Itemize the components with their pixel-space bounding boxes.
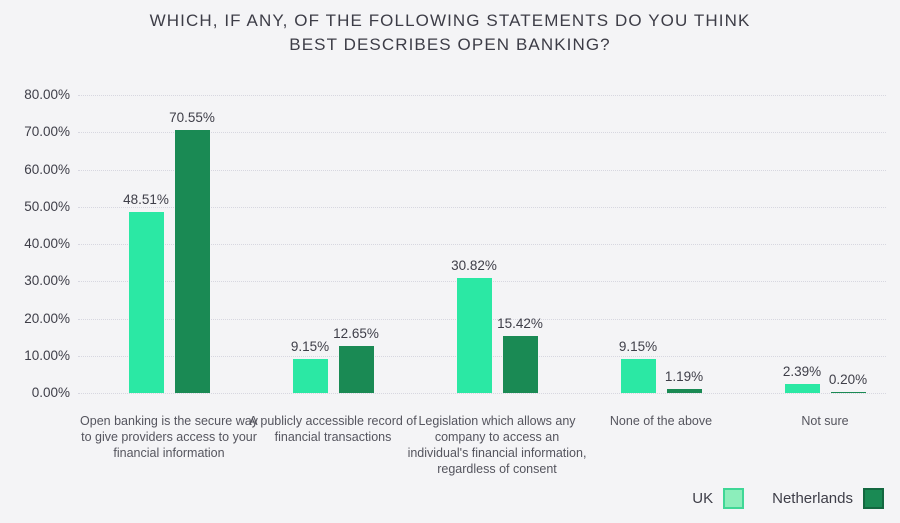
gridline (78, 244, 886, 245)
legend-swatch-netherlands-icon (863, 488, 884, 509)
bar-netherlands-3 (502, 335, 538, 393)
bar-value-label: 70.55% (169, 110, 215, 126)
category-label-3: Legislation which allows any company to … (407, 414, 587, 476)
gridline (78, 95, 886, 96)
bar-uk-2 (292, 358, 328, 393)
bar-uk-5 (784, 384, 820, 393)
y-tick-label: 0.00% (31, 385, 70, 400)
bar-value-label: 48.51% (123, 192, 169, 208)
bar-uk-4 (620, 358, 656, 393)
bar-netherlands-4 (666, 388, 702, 393)
bar-value-label: 9.15% (618, 338, 658, 354)
y-tick-label: 50.00% (24, 198, 70, 214)
bar-value-label: 0.20% (828, 372, 868, 387)
bar-uk-1 (128, 212, 164, 393)
y-tick-label: 60.00% (24, 161, 70, 177)
bar-netherlands-2 (338, 345, 374, 393)
bar-value-label: 2.39% (782, 364, 822, 380)
bar-value-label: 12.65% (333, 325, 379, 341)
legend-item-netherlands[interactable]: Netherlands (772, 488, 884, 509)
gridline (78, 132, 886, 134)
y-tick-label: 40.00% (24, 236, 70, 251)
chart-title: WHICH, IF ANY, OF THE FOLLOWING STATEMEN… (0, 9, 900, 57)
y-tick-label: 10.00% (24, 347, 70, 363)
legend-label-uk: UK (692, 490, 714, 507)
legend-swatch-uk-icon (723, 488, 745, 509)
legend-label-netherlands: Netherlands (772, 490, 853, 507)
chart-title-line-1: WHICH, IF ANY, OF THE FOLLOWING STATEMEN… (149, 11, 751, 30)
bar-netherlands-1 (174, 130, 210, 393)
gridline (78, 393, 886, 394)
gridline (78, 206, 886, 208)
category-label-4: None of the above (609, 414, 713, 428)
y-tick-label: 70.00% (24, 124, 70, 140)
y-tick-label: 80.00% (24, 87, 70, 102)
bar-value-label: 15.42% (497, 315, 543, 331)
bar-netherlands-5 (830, 392, 866, 393)
category-label-1: Open banking is the secure way to give p… (80, 414, 258, 460)
bar-value-label: 30.82% (451, 258, 497, 274)
y-tick-label: 20.00% (24, 310, 70, 326)
legend-item-uk[interactable]: UK (692, 488, 745, 509)
category-label-5: Not sure (801, 414, 849, 428)
gridline (78, 169, 886, 171)
plot-area: 48.51% 9.15% 30.82% 9.15% 2.39% 70.55% 12.65% 1… (78, 95, 886, 394)
bar-uk-3 (456, 278, 492, 393)
chart-title-line-2: BEST DESCRIBES OPEN BANKING? (289, 35, 611, 54)
bar-value-label: 1.19% (664, 368, 704, 384)
legend: UK Netherlands (692, 488, 884, 509)
bar-value-label: 9.15% (290, 338, 330, 354)
category-label-2: A publicly accessible record of financia… (249, 414, 417, 444)
y-tick-label: 30.00% (24, 273, 70, 289)
